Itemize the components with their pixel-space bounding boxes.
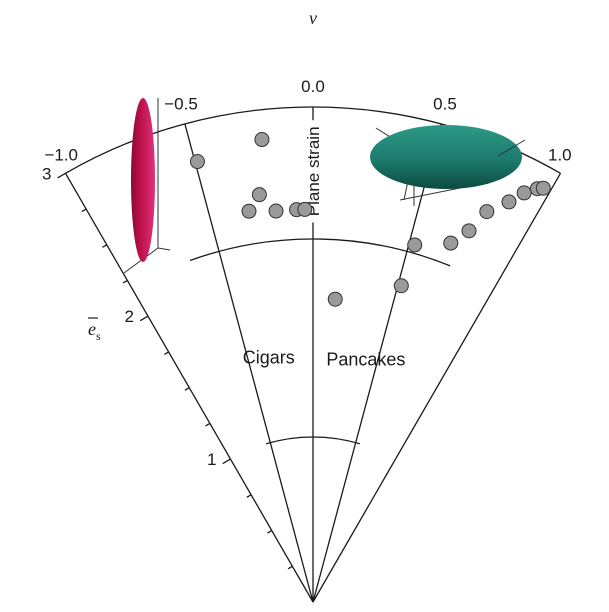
- data-point: [327, 291, 343, 307]
- angular-tick-label: 1.0: [548, 145, 572, 164]
- radial-minor-tick: [246, 494, 252, 498]
- angular-tick-label: 0.5: [433, 94, 457, 113]
- data-point: [443, 235, 459, 251]
- prolate-glyph-axes: [123, 98, 171, 274]
- data-point: [393, 278, 409, 294]
- region-label-cigars: Cigars: [243, 348, 295, 368]
- plane-strain-label: Plane strain: [304, 126, 323, 216]
- guide-line-0: [184, 123, 314, 603]
- angular-tick-label: 0.0: [301, 77, 325, 96]
- prolate-ellipsoid: [131, 98, 155, 262]
- angular-tick-labels: −1.0 −0.5 0.0 0.5 1.0: [44, 77, 571, 164]
- radial-tick-label-2: 2: [125, 307, 134, 326]
- radial-minor-tick: [184, 387, 190, 391]
- angular-tick-label: −1.0: [44, 145, 78, 164]
- data-point: [501, 194, 517, 210]
- radial-major-tick: [222, 458, 231, 465]
- data-point: [479, 204, 495, 220]
- angular-axis-title: ν: [309, 8, 317, 28]
- data-point: [241, 203, 257, 219]
- radial-minor-tick: [267, 529, 273, 534]
- radial-minor-tick: [102, 244, 108, 248]
- data-point: [268, 203, 284, 219]
- radial-minor-tick: [122, 279, 128, 284]
- data-point: [254, 132, 270, 148]
- oblate-ellipsoid-glyph: [370, 125, 526, 206]
- data-point: [516, 185, 532, 201]
- data-point: [407, 237, 423, 253]
- region-label-pancakes: Pancakes: [326, 349, 405, 369]
- data-point: [461, 223, 477, 239]
- data-point: [297, 201, 313, 217]
- data-points: [189, 132, 551, 307]
- radial-minor-tick: [287, 565, 293, 570]
- data-point: [251, 187, 267, 203]
- right-boundary: [312, 172, 562, 603]
- oblate-glyph-axis-tip: [497, 139, 526, 157]
- left-boundary: [64, 172, 314, 603]
- guide-line-1: [312, 123, 442, 603]
- radial-major-tick: [57, 172, 66, 179]
- angular-tick-label: −0.5: [164, 94, 198, 113]
- data-point: [535, 180, 551, 196]
- radial-axis-title: es: [88, 319, 101, 343]
- radial-minor-tick: [81, 208, 87, 213]
- prolate-ellipsoid-glyph: [123, 98, 171, 274]
- radial-axis-title-sub: s: [96, 329, 101, 343]
- inner-arc-1: [189, 238, 451, 267]
- oblate-ellipsoid: [370, 125, 522, 189]
- radial-tick-label-3: 3: [42, 164, 51, 183]
- radial-minor-tick: [163, 351, 169, 355]
- radial-tick-label-1: 1: [207, 450, 216, 469]
- data-point: [189, 154, 205, 170]
- chart-frame: [57, 106, 562, 603]
- radial-minor-tick: [205, 422, 211, 427]
- radial-major-tick: [139, 315, 149, 322]
